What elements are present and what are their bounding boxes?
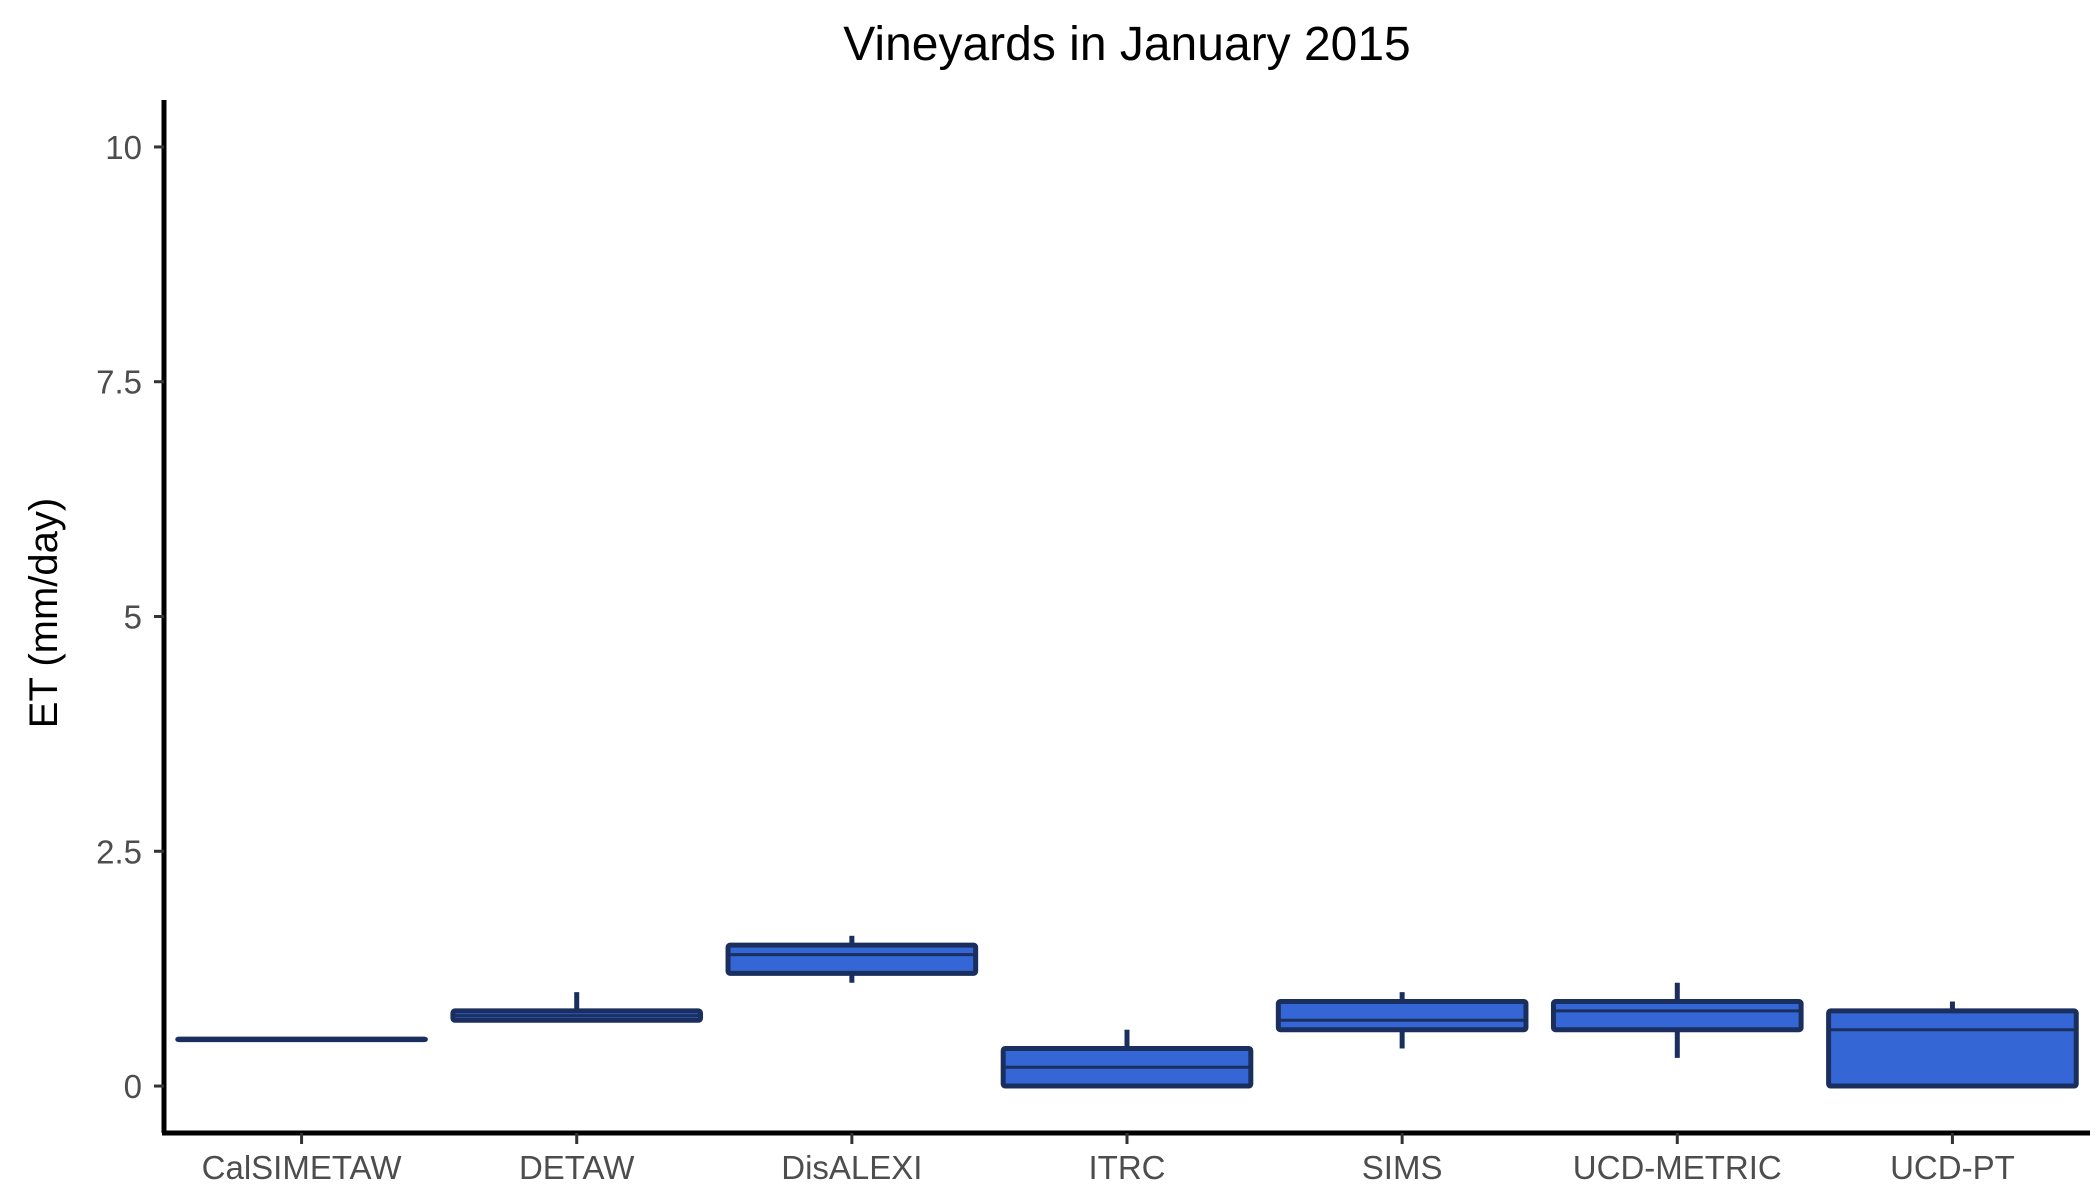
- y-tick-label: 10: [105, 129, 142, 166]
- x-tick-label: CalSIMETAW: [202, 1149, 403, 1186]
- box-body: [725, 942, 979, 976]
- y-tick-label: 0: [124, 1068, 142, 1105]
- box-calsimetaw: [175, 1036, 428, 1043]
- box-body: [1275, 999, 1529, 1033]
- box-body: [1550, 999, 1804, 1033]
- y-tick-label: 5: [124, 599, 142, 636]
- box-disalexi: [725, 935, 979, 983]
- x-tick-label: DETAW: [519, 1149, 635, 1186]
- y-tick-label: 7.5: [96, 364, 142, 401]
- box-body: [1826, 1008, 2079, 1089]
- box-ucd-metric: [1550, 982, 1804, 1058]
- y-axis-ticks: 0 2.5 5 7.5 10: [96, 129, 164, 1105]
- x-tick-label: UCD-PT: [1890, 1149, 2015, 1186]
- y-tick-label: 2.5: [96, 833, 142, 870]
- box-sims: [1275, 992, 1529, 1049]
- x-tick-label: UCD-METRIC: [1573, 1149, 1782, 1186]
- x-tick-label: ITRC: [1089, 1149, 1166, 1186]
- x-tick-label: SIMS: [1362, 1149, 1443, 1186]
- box-ucd-pt: [1826, 1001, 2079, 1089]
- x-tick-label: DisALEXI: [781, 1149, 922, 1186]
- box-detaw: [450, 992, 704, 1023]
- x-axis-ticks: CalSIMETAW DETAW DisALEXI ITRC SIMS UCD-METRI…: [202, 1133, 2015, 1186]
- y-axis-title: ET (mm/day): [22, 498, 66, 728]
- chart-title: Vineyards in January 2015: [843, 18, 1411, 71]
- box-itrc: [1000, 1029, 1254, 1089]
- box-series: [175, 935, 2079, 1089]
